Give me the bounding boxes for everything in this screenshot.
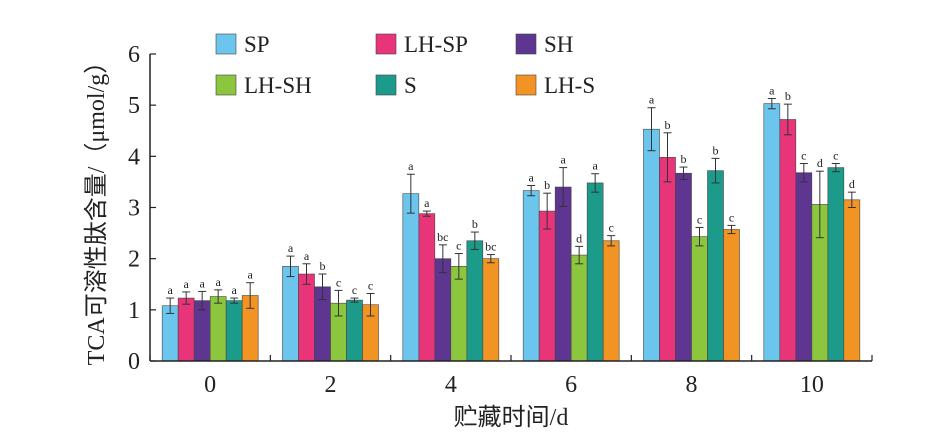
significance-label: a	[593, 159, 599, 173]
bar	[602, 240, 620, 362]
legend-label: LH-SP	[404, 32, 468, 57]
bar	[843, 199, 861, 362]
x-tick-label: 8	[686, 372, 698, 398]
significance-label: a	[184, 277, 190, 291]
bar	[691, 236, 708, 362]
significance-label: d	[849, 177, 855, 191]
significance-label: b	[785, 89, 791, 103]
bar	[434, 258, 452, 362]
bar	[659, 157, 676, 362]
significance-label: c	[609, 221, 614, 235]
significance-label: c	[833, 148, 838, 162]
bar	[161, 305, 179, 362]
significance-label: a	[232, 283, 238, 297]
significance-label: a	[769, 84, 775, 98]
significance-label: c	[456, 239, 461, 253]
y-tick-label: 6	[128, 42, 140, 68]
significance-label: a	[561, 153, 567, 167]
significance-label: c	[801, 148, 806, 162]
significance-label: d	[817, 156, 823, 170]
bar	[795, 172, 813, 362]
x-tick-label: 0	[204, 372, 216, 398]
y-axis-title: TCA可溶性肽含量/（μmol/g）	[83, 50, 110, 366]
bar	[763, 103, 781, 362]
bar	[346, 299, 363, 362]
bar	[827, 167, 845, 362]
bar	[466, 240, 484, 362]
y-tick-label: 2	[128, 247, 140, 273]
bar	[675, 172, 692, 362]
x-tick-label: 2	[325, 372, 337, 398]
significance-label: a	[649, 93, 655, 107]
y-tick-label: 0	[128, 349, 140, 375]
significance-label: a	[408, 159, 414, 173]
x-axis-title: 贮藏时间/d	[454, 404, 569, 431]
significance-label: a	[288, 241, 294, 255]
x-tick-label: 6	[565, 372, 577, 398]
significance-label: a	[168, 283, 174, 297]
legend-label: LH-S	[544, 73, 595, 98]
y-tick-label: 1	[128, 298, 140, 324]
significance-label: a	[304, 249, 310, 263]
legend-swatch	[215, 74, 237, 96]
legend-swatch	[375, 74, 397, 96]
significance-label: b	[681, 152, 687, 166]
bar	[418, 213, 436, 362]
significance-label: a	[248, 268, 254, 282]
significance-label: c	[352, 283, 357, 297]
legend-label: SH	[544, 32, 573, 57]
bar	[225, 300, 243, 362]
significance-label: c	[368, 278, 373, 292]
significance-label: a	[200, 276, 206, 290]
bar	[482, 258, 500, 362]
bar	[779, 119, 797, 362]
bar	[209, 296, 227, 362]
legend-swatch	[215, 33, 237, 55]
significance-label: c	[336, 275, 341, 289]
bar	[643, 128, 660, 362]
significance-label: b	[544, 178, 550, 192]
significance-label: b	[665, 118, 671, 132]
bar	[570, 254, 588, 362]
significance-label: a	[216, 275, 222, 289]
bar	[450, 266, 468, 362]
legend-label: SP	[244, 32, 270, 57]
legend-swatch	[515, 74, 537, 96]
legend-label: S	[404, 73, 417, 98]
legend-swatch	[375, 33, 397, 55]
bar	[177, 297, 195, 362]
bar	[538, 210, 556, 362]
significance-label: bc	[485, 240, 496, 254]
x-tick-label: 4	[445, 372, 457, 398]
legend-label: LH-SH	[244, 73, 312, 98]
y-tick-label: 3	[128, 196, 140, 222]
significance-label: b	[472, 217, 478, 231]
legend: SP LH-SP SH LH-SH S LH-S	[215, 32, 595, 98]
y-tick-label: 5	[128, 93, 140, 119]
significance-label: a	[424, 196, 430, 210]
bar	[282, 266, 299, 362]
significance-label: d	[576, 231, 582, 245]
significance-label: a	[529, 170, 535, 184]
significance-label: bc	[437, 230, 448, 244]
x-tick-label: 10	[800, 372, 824, 398]
significance-label: b	[713, 143, 719, 157]
bar	[586, 182, 604, 362]
bar	[402, 193, 420, 362]
bar	[723, 229, 740, 362]
significance-label: c	[729, 210, 734, 224]
bar	[522, 190, 540, 362]
significance-label: c	[697, 212, 702, 226]
significance-label: b	[320, 259, 326, 273]
y-tick-label: 4	[128, 144, 140, 170]
bar	[298, 273, 315, 362]
axes: 0 1 2 3 4 5 6 0 2 4 6 8 10	[128, 42, 873, 398]
legend-swatch	[515, 33, 537, 55]
bar	[554, 186, 572, 362]
bar	[707, 170, 724, 362]
